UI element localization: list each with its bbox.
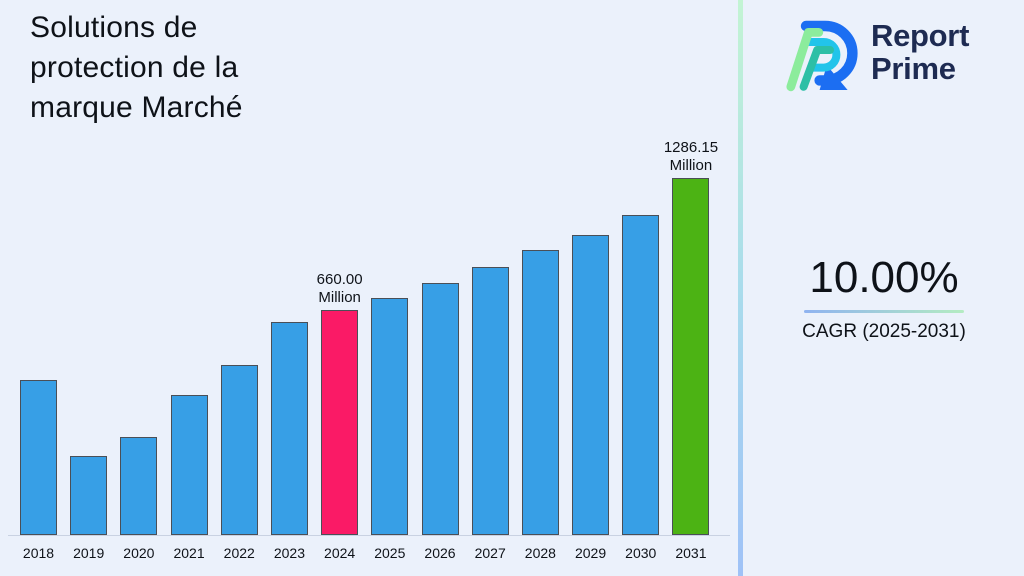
bar-group-2025: 2025	[371, 298, 409, 561]
cagr-underline	[804, 310, 964, 313]
cagr-block: 10.00% CAGR (2025-2031)	[744, 253, 1024, 343]
x-axis-label-2019: 2019	[73, 545, 105, 561]
bar-2024	[321, 310, 359, 535]
bar-group-2021: 2021	[170, 395, 208, 561]
bar-group-2020: 2020	[120, 437, 158, 561]
bar-2028	[521, 250, 559, 535]
brand-name: Report Prime	[871, 19, 969, 85]
bar-2018	[20, 380, 57, 535]
report-prime-logo-icon	[782, 14, 862, 94]
bar-group-2026: 2026	[421, 283, 459, 561]
bar-group-2023: 2023	[270, 322, 308, 561]
bar-2031	[672, 178, 710, 535]
x-axis-label-2026: 2026	[424, 545, 456, 561]
bar-2019	[70, 456, 108, 535]
bar-2022	[220, 365, 258, 535]
cagr-value: 10.00%	[809, 253, 959, 302]
bar-group-2024: 660.00 Million 2024	[317, 271, 363, 561]
bar-2023	[270, 322, 308, 535]
x-axis-label-2028: 2028	[524, 545, 556, 561]
brand-name-line1: Report	[871, 18, 970, 53]
x-axis-line	[8, 535, 730, 536]
bar-2029	[572, 235, 610, 535]
bar-2020	[120, 437, 158, 535]
bar-group-2029: 2029	[572, 235, 610, 561]
bar-2027	[471, 267, 509, 535]
bar-value-label-2031: 1286.15 Million	[663, 139, 719, 174]
x-axis-label-2023: 2023	[273, 545, 306, 561]
bar-2021	[170, 395, 208, 535]
bar-2025	[371, 298, 409, 535]
bar-series: 2018 2019 2020 2021 2022 2023 660.00 Million 20…	[20, 0, 718, 561]
bar-group-2031: 1286.15 Million 2031	[664, 139, 718, 561]
bar-group-2028: 2028	[521, 250, 559, 561]
x-axis-label-2022: 2022	[223, 545, 255, 561]
x-axis-label-2031: 2031	[675, 545, 707, 561]
bar-group-2022: 2022	[220, 365, 258, 561]
x-axis-label-2020: 2020	[123, 545, 155, 561]
x-axis-label-2024: 2024	[324, 545, 356, 561]
bar-group-2027: 2027	[471, 267, 509, 561]
bar-group-2019: 2019	[70, 456, 108, 561]
x-axis-label-2029: 2029	[574, 545, 607, 561]
vertical-divider	[738, 0, 743, 576]
brand-name-line2: Prime	[871, 51, 956, 86]
bar-group-2018: 2018	[20, 380, 57, 561]
page-title: Solutions de protection de la marque Mar…	[30, 11, 243, 124]
brand-logo: Report Prime	[782, 14, 969, 94]
x-axis-label-2030: 2030	[625, 545, 657, 561]
bar-chart: 2018 2019 2020 2021 2022 2023 660.00 Million 20…	[8, 0, 730, 561]
bar-group-2030: 2030	[622, 215, 660, 561]
x-axis-label-2021: 2021	[173, 545, 205, 561]
bar-2026	[421, 283, 459, 535]
x-axis-label-2027: 2027	[474, 545, 506, 561]
bar-value-label-2024: 660.00 Million	[316, 271, 363, 306]
bar-2030	[622, 215, 660, 535]
x-axis-label-2018: 2018	[22, 545, 55, 561]
cagr-label: CAGR (2025-2031)	[802, 321, 966, 342]
x-axis-label-2025: 2025	[374, 545, 406, 561]
